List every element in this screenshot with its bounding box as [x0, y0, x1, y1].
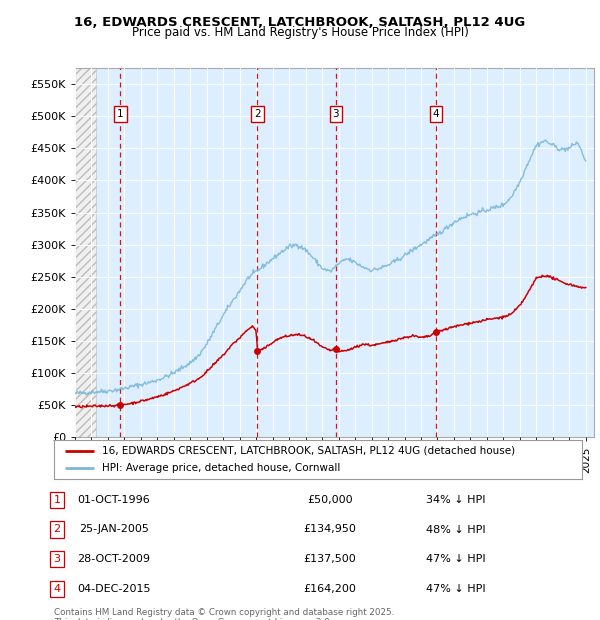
Text: 4: 4 [433, 109, 439, 119]
Text: 25-JAN-2005: 25-JAN-2005 [79, 525, 149, 534]
Text: Contains HM Land Registry data © Crown copyright and database right 2025.
This d: Contains HM Land Registry data © Crown c… [54, 608, 394, 620]
Text: Price paid vs. HM Land Registry's House Price Index (HPI): Price paid vs. HM Land Registry's House … [131, 26, 469, 39]
Text: 01-OCT-1996: 01-OCT-1996 [77, 495, 151, 505]
Text: 3: 3 [332, 109, 339, 119]
Text: 2: 2 [53, 525, 61, 534]
Text: 1: 1 [53, 495, 61, 505]
Text: 1: 1 [117, 109, 124, 119]
Text: £134,950: £134,950 [304, 525, 356, 534]
Text: 16, EDWARDS CRESCENT, LATCHBROOK, SALTASH, PL12 4UG: 16, EDWARDS CRESCENT, LATCHBROOK, SALTAS… [74, 16, 526, 29]
Text: 48% ↓ HPI: 48% ↓ HPI [426, 525, 486, 534]
Text: 04-DEC-2015: 04-DEC-2015 [77, 584, 151, 594]
Text: 47% ↓ HPI: 47% ↓ HPI [426, 554, 486, 564]
Text: £50,000: £50,000 [307, 495, 353, 505]
Text: HPI: Average price, detached house, Cornwall: HPI: Average price, detached house, Corn… [101, 463, 340, 473]
Text: 47% ↓ HPI: 47% ↓ HPI [426, 584, 486, 594]
Text: £137,500: £137,500 [304, 554, 356, 564]
Text: 16, EDWARDS CRESCENT, LATCHBROOK, SALTASH, PL12 4UG (detached house): 16, EDWARDS CRESCENT, LATCHBROOK, SALTAS… [101, 446, 515, 456]
Text: 34% ↓ HPI: 34% ↓ HPI [426, 495, 486, 505]
Text: £164,200: £164,200 [304, 584, 356, 594]
Bar [75, 68, 97, 437]
Text: 28-OCT-2009: 28-OCT-2009 [77, 554, 151, 564]
Text: 4: 4 [53, 584, 61, 594]
Text: 2: 2 [254, 109, 261, 119]
Text: 3: 3 [53, 554, 61, 564]
